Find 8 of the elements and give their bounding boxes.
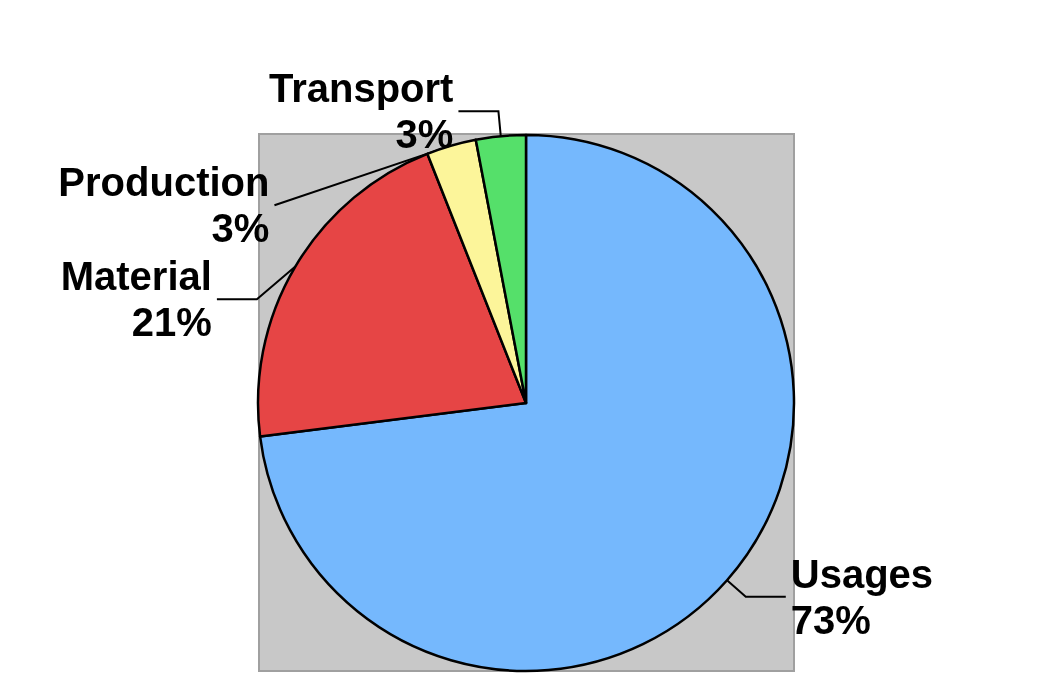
data-label: 73% bbox=[790, 597, 871, 642]
slice-label: Production bbox=[58, 160, 270, 205]
slice-label: Transport bbox=[268, 66, 454, 111]
slice-label: Material bbox=[60, 254, 212, 299]
data-label: 3% bbox=[395, 112, 454, 157]
slice-label: Usages bbox=[790, 551, 934, 596]
data-label: 21% bbox=[131, 300, 212, 345]
data-label: 3% bbox=[211, 206, 270, 251]
